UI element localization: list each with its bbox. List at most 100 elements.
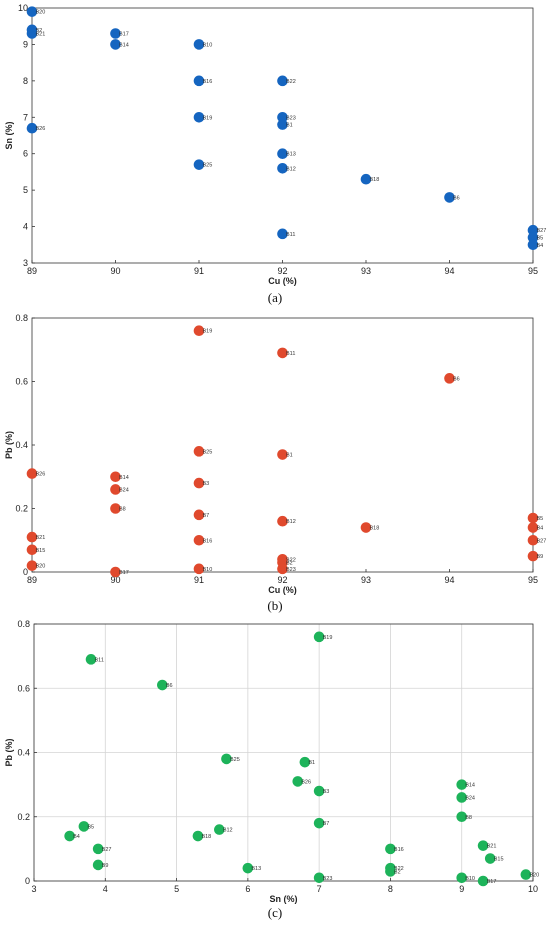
y-tick-label: 6 — [23, 149, 28, 159]
y-tick-label: 0.6 — [15, 377, 28, 387]
point-label: B16 — [203, 79, 213, 85]
point-label: B20 — [36, 564, 46, 570]
data-point — [157, 679, 168, 691]
data-point — [520, 869, 532, 880]
x-tick-label: 90 — [110, 575, 120, 585]
point-label: B17 — [119, 570, 129, 576]
point-label: B3 — [323, 789, 330, 795]
y-tick-label: 3 — [23, 258, 28, 268]
data-point — [26, 531, 38, 543]
point-label: B16 — [394, 847, 404, 853]
point-label: B2 — [394, 869, 401, 875]
data-point — [214, 824, 225, 835]
point-label: B16 — [203, 538, 213, 544]
point-label: B9 — [537, 554, 544, 560]
point-label: B14 — [465, 783, 475, 789]
data-point — [477, 875, 489, 887]
y-tick-label: 10 — [18, 3, 28, 13]
point-label: B2 — [36, 28, 43, 34]
point-label: B26 — [36, 126, 46, 132]
x-tick-label: 91 — [194, 575, 204, 585]
data-point — [456, 872, 468, 884]
y-tick-label: 7 — [23, 112, 28, 122]
point-label: B11 — [286, 232, 295, 238]
scatter-plot-sn-pb: 3 4 5 6 7 8 9 10 0 0.2 0.4 0.6 0.8 Sn (%) Pb (%) B19 B11… — [4, 620, 539, 904]
point-label: B6 — [453, 376, 460, 382]
point-label: B5 — [537, 516, 544, 522]
data-point — [456, 792, 468, 803]
data-point — [277, 162, 288, 174]
y-tick-label: 0.2 — [17, 812, 30, 822]
point-label: B7 — [323, 821, 330, 827]
point-label: B3 — [203, 481, 210, 487]
x-tick-label: 91 — [194, 266, 204, 276]
data-point — [242, 862, 254, 874]
point-label: B15 — [36, 548, 46, 554]
data-point — [26, 122, 38, 134]
point-label: B12 — [286, 166, 296, 172]
data-point — [26, 544, 38, 556]
point-label: B20 — [36, 10, 46, 16]
point-label: B25 — [203, 163, 213, 169]
point-label: B13 — [286, 152, 296, 158]
point-label: B1 — [286, 123, 293, 129]
point-label: B17 — [487, 879, 497, 885]
data-point — [527, 534, 539, 546]
x-tick-label: 3 — [31, 884, 36, 894]
point-label: B27 — [102, 847, 112, 853]
data-point — [527, 232, 539, 243]
data-point — [360, 522, 372, 533]
point-label: B11 — [286, 351, 295, 357]
data-point — [313, 631, 325, 643]
data-point — [26, 560, 38, 571]
data-point — [110, 471, 121, 483]
y-tick-label: 0.2 — [15, 504, 28, 514]
data-point — [292, 776, 304, 787]
point-label: B10 — [203, 567, 213, 573]
data-point — [277, 111, 288, 123]
data-point — [527, 512, 539, 524]
data-point — [277, 148, 288, 160]
y-tick-label: 0.4 — [17, 748, 30, 758]
point-label: B25 — [203, 449, 213, 455]
x-axis-label: Cu (%) — [268, 276, 297, 286]
x-axis-label: Sn (%) — [270, 894, 298, 904]
data-point — [110, 566, 121, 578]
point-label: B22 — [394, 866, 404, 872]
data-point — [527, 239, 539, 251]
x-tick-label: 8 — [388, 884, 393, 894]
data-point — [527, 550, 539, 562]
data-point — [110, 28, 121, 39]
data-point — [64, 830, 75, 842]
y-axis-label: Sn (%) — [4, 121, 14, 149]
y-tick-label: 4 — [23, 222, 28, 232]
point-label: B5 — [537, 236, 544, 242]
data-point — [477, 840, 489, 851]
y-tick-label: 0.8 — [17, 620, 30, 629]
data-point — [277, 228, 288, 240]
data-point — [527, 522, 539, 533]
data-point — [299, 756, 311, 768]
data-point — [313, 872, 325, 884]
x-tick-label: 94 — [444, 266, 454, 276]
data-point — [193, 534, 205, 546]
point-label: B12 — [286, 519, 296, 525]
data-point — [193, 75, 205, 87]
point-label: B19 — [203, 329, 213, 335]
x-tick-label: 90 — [110, 266, 120, 276]
data-point — [360, 173, 372, 185]
data-point — [26, 6, 38, 17]
point-label: B23 — [286, 567, 296, 573]
data-point — [92, 859, 104, 871]
point-label: B1 — [308, 760, 315, 766]
y-tick-label: 0.8 — [15, 313, 28, 323]
point-label: B14 — [119, 42, 129, 48]
data-point — [385, 843, 396, 855]
point-label: B12 — [223, 828, 233, 834]
point-label: B24 — [465, 795, 475, 801]
data-point — [92, 843, 104, 855]
data-point — [110, 484, 121, 495]
caption-c: (c) — [267, 905, 283, 920]
point-label: B17 — [119, 32, 129, 38]
